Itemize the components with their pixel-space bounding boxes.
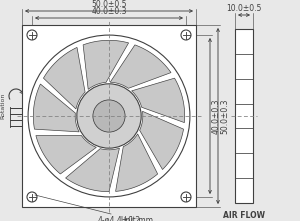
Polygon shape [110,45,171,88]
Polygon shape [140,111,184,170]
Circle shape [181,30,191,40]
Polygon shape [66,148,119,192]
Text: 10.0±0.5: 10.0±0.5 [226,4,262,13]
Polygon shape [116,134,158,191]
Circle shape [93,100,125,132]
Circle shape [27,192,37,202]
Circle shape [181,192,191,202]
Bar [22,25,196,207]
Text: 50.0±0.3: 50.0±0.3 [220,98,229,134]
Text: 50.0±0.5: 50.0±0.5 [91,0,127,9]
Circle shape [27,30,37,40]
Text: Rotation: Rotation [1,93,5,119]
Polygon shape [33,84,79,132]
Bar [235,29,253,203]
Circle shape [28,35,190,197]
Text: 40.0±0.3: 40.0±0.3 [91,7,127,16]
Text: 40.0±0.3: 40.0±0.3 [212,98,221,134]
Polygon shape [83,40,129,89]
Polygon shape [44,47,85,109]
Text: Unit:mm: Unit:mm [121,216,154,221]
Circle shape [77,84,141,148]
Polygon shape [132,78,185,123]
Text: 4-φ4.4±0.2: 4-φ4.4±0.2 [98,216,141,221]
Polygon shape [36,135,96,174]
Text: AIR FLOW: AIR FLOW [223,211,265,220]
